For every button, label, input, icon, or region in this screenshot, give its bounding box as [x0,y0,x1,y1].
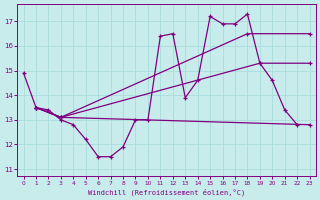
X-axis label: Windchill (Refroidissement éolien,°C): Windchill (Refroidissement éolien,°C) [88,188,245,196]
